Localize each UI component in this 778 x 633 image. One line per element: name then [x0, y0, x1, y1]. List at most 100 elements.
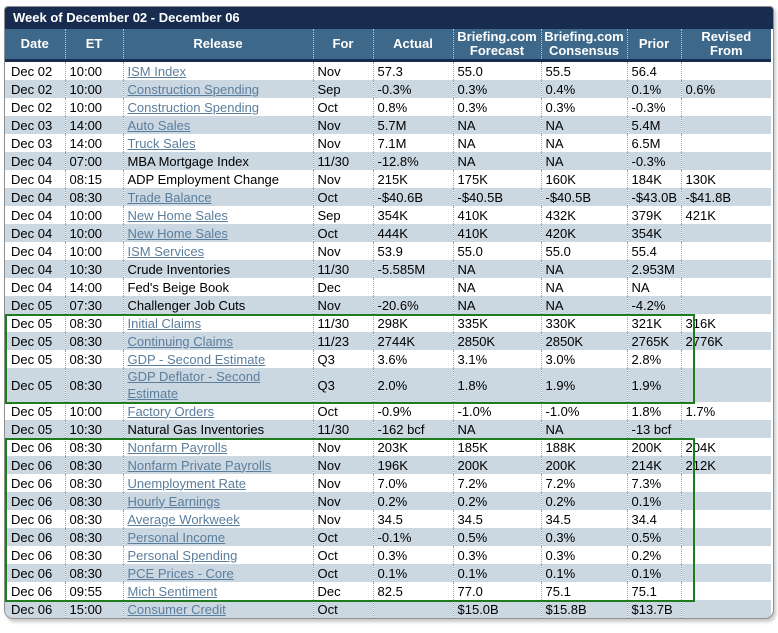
table-row: Dec 04 08:30 Trade Balance Oct -$40.6B -… [5, 188, 771, 206]
cell-et: 10:00 [64, 242, 123, 260]
cell-forecast: NA [452, 278, 541, 296]
release-link[interactable]: GDP - Second Estimate [127, 351, 266, 367]
release-link[interactable]: Continuing Claims [127, 333, 234, 349]
cell-et: 14:00 [64, 278, 123, 296]
cell-revised-from [680, 60, 771, 80]
cell-for: Oct [312, 564, 373, 582]
cell-et: 14:00 [64, 134, 123, 152]
release-link[interactable]: Mich Sentiment [127, 583, 218, 599]
cell-actual: 2744K [372, 332, 453, 350]
cell-date: Dec 02 [11, 99, 53, 115]
cell-forecast: 2850K [452, 332, 541, 350]
cell-date: Dec 05 [11, 297, 53, 313]
release-link[interactable]: ISM Services [127, 243, 205, 259]
release-link[interactable]: Personal Spending [127, 547, 238, 563]
cell-actual: -0.1% [372, 528, 453, 546]
cell-forecast: 1.8% [452, 368, 541, 402]
cell-revised-from [680, 368, 771, 402]
release-label: Crude Inventories [127, 261, 231, 277]
cell-for: Nov [312, 510, 373, 528]
cell-release: Personal Income [122, 528, 313, 546]
table-row: Dec 06 08:30 Personal Income Oct -0.1% 0… [5, 528, 771, 546]
cell-for: Nov [312, 116, 373, 134]
release-link[interactable]: Personal Income [127, 529, 226, 545]
cell-actual: -12.8% [372, 152, 453, 170]
cell-forecast: NA [452, 134, 541, 152]
cell-for: Q3 [312, 368, 373, 402]
cell-forecast: 0.3% [452, 546, 541, 564]
cell-release: GDP - Second Estimate [122, 350, 313, 368]
release-link[interactable]: Average Workweek [127, 511, 240, 527]
cell-for: Oct [312, 188, 373, 206]
release-link[interactable]: Initial Claims [127, 315, 202, 331]
table-row: Dec 04 14:00 Fed's Beige Book Dec NA NA … [5, 278, 771, 296]
release-link[interactable]: Consumer Credit [127, 601, 226, 617]
cell-date: Dec 05 [11, 421, 53, 437]
release-link[interactable]: PCE Prices - Core [127, 565, 234, 581]
cell-date: Dec 06 [11, 565, 53, 581]
table-row: Dec 05 07:30 Challenger Job Cuts Nov -20… [5, 296, 771, 314]
cell-et: 10:00 [64, 224, 123, 242]
cell-et: 08:30 [64, 528, 123, 546]
release-link[interactable]: Hourly Earnings [127, 493, 221, 509]
cell-consensus: 0.2% [540, 492, 627, 510]
table-row: Dec 02 10:00 Construction Spending Oct 0… [5, 98, 771, 116]
cell-date: Dec 06 [11, 493, 53, 509]
cell-consensus: 330K [540, 314, 627, 332]
cell-for: Nov [312, 456, 373, 474]
cell-et: 08:30 [64, 546, 123, 564]
release-link[interactable]: Trade Balance [127, 189, 212, 205]
release-link[interactable]: New Home Sales [127, 207, 228, 223]
table-row: Dec 06 08:30 Nonfarm Private Payrolls No… [5, 456, 771, 474]
cell-et: 08:15 [64, 170, 123, 188]
release-link[interactable]: Nonfarm Private Payrolls [127, 457, 272, 473]
release-link[interactable]: ISM Index [127, 63, 187, 79]
release-link[interactable]: New Home Sales [127, 225, 228, 241]
release-link[interactable]: Unemployment Rate [127, 475, 247, 491]
cell-for: Nov [312, 60, 373, 80]
cell-prior: 379K [626, 206, 681, 224]
release-link[interactable]: Nonfarm Payrolls [127, 439, 228, 455]
cell-date: Dec 05 [11, 377, 53, 393]
cell-revised-from [680, 420, 771, 438]
table-row: Dec 06 15:00 Consumer Credit Oct $15.0B … [5, 600, 771, 618]
release-link[interactable]: Factory Orders [127, 403, 215, 419]
cell-for: Dec [312, 582, 373, 600]
cell-actual: 57.3 [372, 60, 453, 80]
cell-for: 11/23 [312, 332, 373, 350]
col-header-revised-from: Revised From [680, 29, 771, 62]
table-row: Dec 04 10:30 Crude Inventories 11/30 -5.… [5, 260, 771, 278]
release-link[interactable]: Construction Spending [127, 99, 260, 115]
release-link[interactable]: GDP Deflator - Second Estimate [127, 369, 261, 401]
release-link[interactable]: Truck Sales [127, 135, 196, 151]
table-row: Dec 03 14:00 Truck Sales Nov 7.1M NA NA … [5, 134, 771, 152]
cell-consensus: 1.9% [540, 368, 627, 402]
cell-consensus: 0.3% [540, 546, 627, 564]
cell-release: ADP Employment Change [122, 170, 313, 188]
cell-prior: 34.4 [626, 510, 681, 528]
cell-for: 11/30 [312, 420, 373, 438]
cell-revised-from [680, 278, 771, 296]
table-row: Dec 05 08:30 Initial Claims 11/30 298K 3… [5, 314, 771, 332]
cell-prior: 75.1 [626, 582, 681, 600]
cell-revised-from [680, 242, 771, 260]
cell-revised-from [680, 510, 771, 528]
cell-forecast: 34.5 [452, 510, 541, 528]
cell-consensus: 55.0 [540, 242, 627, 260]
release-link[interactable]: Auto Sales [127, 117, 191, 133]
cell-date: Dec 06 [11, 475, 53, 491]
cell-et: 08:30 [64, 474, 123, 492]
cell-prior: 321K [626, 314, 681, 332]
cell-et: 15:00 [64, 600, 123, 618]
cell-release: Nonfarm Private Payrolls [122, 456, 313, 474]
cell-consensus: NA [540, 278, 627, 296]
cell-release: New Home Sales [122, 224, 313, 242]
cell-actual: 7.0% [372, 474, 453, 492]
release-link[interactable]: Construction Spending [127, 81, 260, 97]
cell-date: Dec 06 [11, 529, 53, 545]
cell-consensus: NA [540, 116, 627, 134]
cell-prior: 56.4 [626, 60, 681, 80]
cell-prior: 7.3% [626, 474, 681, 492]
cell-actual: -5.585M [372, 260, 453, 278]
cell-release: Initial Claims [122, 314, 313, 332]
